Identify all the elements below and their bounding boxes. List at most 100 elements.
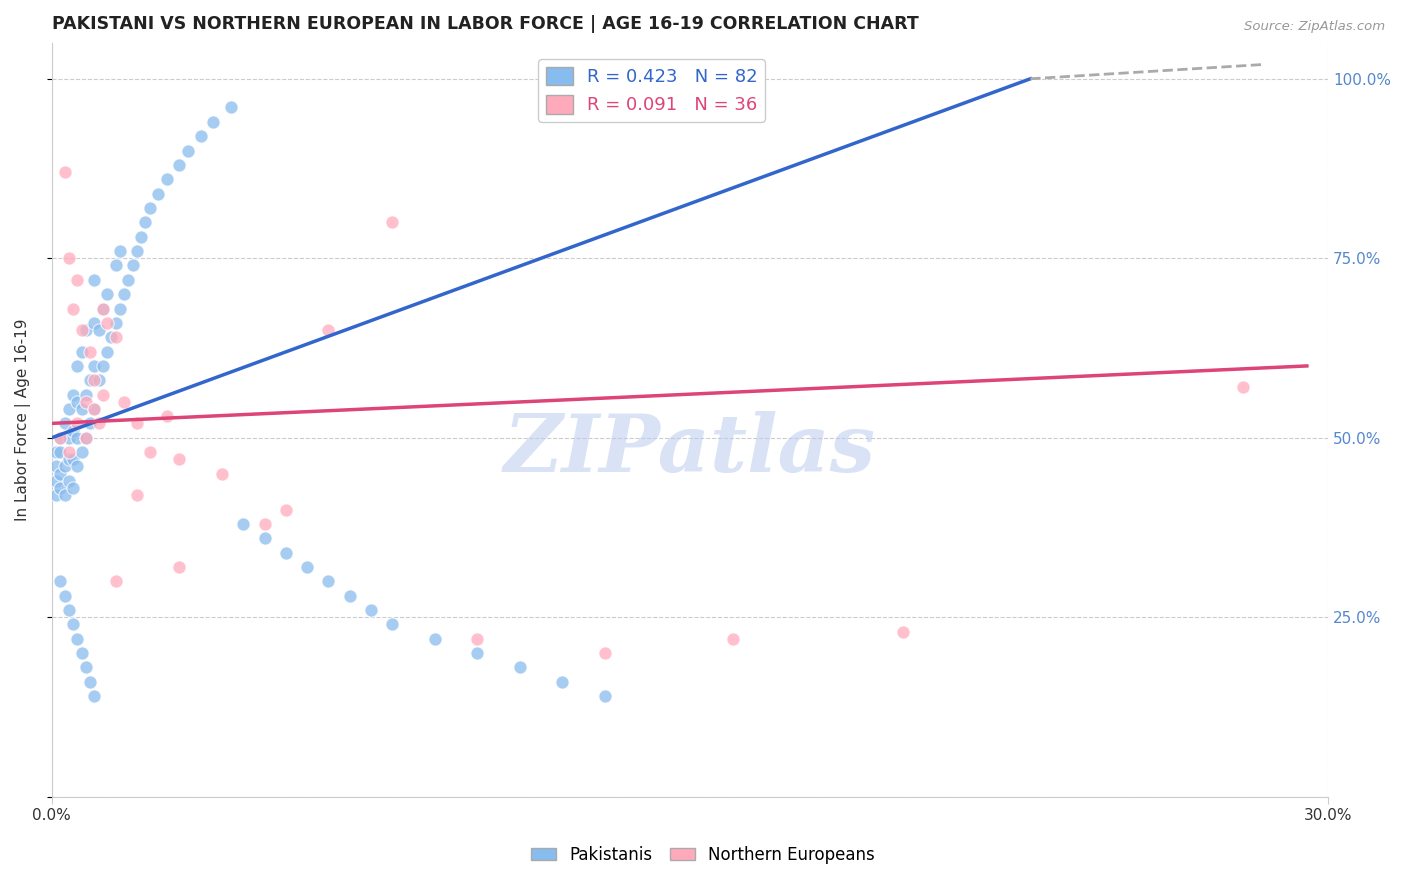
Point <box>96 316 118 330</box>
Point <box>108 244 131 258</box>
Point <box>219 101 242 115</box>
Point <box>49 574 72 589</box>
Point <box>1232 380 1254 394</box>
Point <box>62 424 84 438</box>
Point <box>125 244 148 258</box>
Point <box>91 387 114 401</box>
Point <box>108 301 131 316</box>
Point <box>232 516 254 531</box>
Point <box>79 674 101 689</box>
Point <box>83 273 105 287</box>
Point <box>274 502 297 516</box>
Point <box>53 488 76 502</box>
Point <box>49 467 72 481</box>
Point <box>62 387 84 401</box>
Point <box>96 344 118 359</box>
Point <box>45 488 67 502</box>
Point <box>138 201 160 215</box>
Point <box>117 273 139 287</box>
Point <box>318 574 340 589</box>
Point <box>83 689 105 703</box>
Point <box>381 215 404 229</box>
Text: ZIPatlas: ZIPatlas <box>503 411 876 489</box>
Point <box>465 632 488 646</box>
Point <box>91 359 114 373</box>
Point <box>58 252 80 266</box>
Point <box>45 474 67 488</box>
Point <box>100 330 122 344</box>
Point <box>70 323 93 337</box>
Point <box>49 431 72 445</box>
Point <box>62 452 84 467</box>
Point <box>138 445 160 459</box>
Text: Source: ZipAtlas.com: Source: ZipAtlas.com <box>1244 20 1385 33</box>
Point <box>202 115 225 129</box>
Point <box>112 287 135 301</box>
Point <box>381 617 404 632</box>
Point <box>45 459 67 474</box>
Point <box>83 402 105 417</box>
Point <box>53 165 76 179</box>
Point <box>66 632 89 646</box>
Legend: Pakistanis, Northern Europeans: Pakistanis, Northern Europeans <box>524 839 882 871</box>
Point <box>58 452 80 467</box>
Point <box>177 144 200 158</box>
Point <box>66 459 89 474</box>
Point <box>339 589 361 603</box>
Point <box>70 646 93 660</box>
Point <box>593 689 616 703</box>
Point <box>66 431 89 445</box>
Point <box>66 417 89 431</box>
Point <box>70 344 93 359</box>
Point <box>70 445 93 459</box>
Point <box>75 387 97 401</box>
Point <box>79 373 101 387</box>
Point <box>53 459 76 474</box>
Point <box>91 301 114 316</box>
Text: PAKISTANI VS NORTHERN EUROPEAN IN LABOR FORCE | AGE 16-19 CORRELATION CHART: PAKISTANI VS NORTHERN EUROPEAN IN LABOR … <box>52 15 918 33</box>
Point <box>190 129 212 144</box>
Point <box>104 259 127 273</box>
Point <box>70 402 93 417</box>
Point <box>104 316 127 330</box>
Point <box>53 417 76 431</box>
Point <box>91 301 114 316</box>
Point <box>423 632 446 646</box>
Y-axis label: In Labor Force | Age 16-19: In Labor Force | Age 16-19 <box>15 318 31 521</box>
Point <box>509 660 531 674</box>
Point <box>79 344 101 359</box>
Point <box>360 603 382 617</box>
Point <box>58 474 80 488</box>
Point <box>87 417 110 431</box>
Point <box>721 632 744 646</box>
Point <box>318 323 340 337</box>
Point <box>125 488 148 502</box>
Point <box>253 516 276 531</box>
Point <box>891 624 914 639</box>
Point <box>125 417 148 431</box>
Point <box>83 373 105 387</box>
Point <box>75 660 97 674</box>
Point <box>75 394 97 409</box>
Point <box>169 452 191 467</box>
Legend: R = 0.423   N = 82, R = 0.091   N = 36: R = 0.423 N = 82, R = 0.091 N = 36 <box>538 60 765 121</box>
Point <box>83 359 105 373</box>
Point <box>58 402 80 417</box>
Point <box>593 646 616 660</box>
Point <box>49 445 72 459</box>
Point <box>62 617 84 632</box>
Point <box>75 323 97 337</box>
Point <box>121 259 143 273</box>
Point <box>66 273 89 287</box>
Point <box>75 431 97 445</box>
Point <box>53 589 76 603</box>
Point <box>66 359 89 373</box>
Point <box>295 560 318 574</box>
Point <box>156 409 179 424</box>
Point <box>49 431 72 445</box>
Point <box>169 158 191 172</box>
Point <box>79 417 101 431</box>
Point <box>58 431 80 445</box>
Point <box>49 481 72 495</box>
Point <box>112 394 135 409</box>
